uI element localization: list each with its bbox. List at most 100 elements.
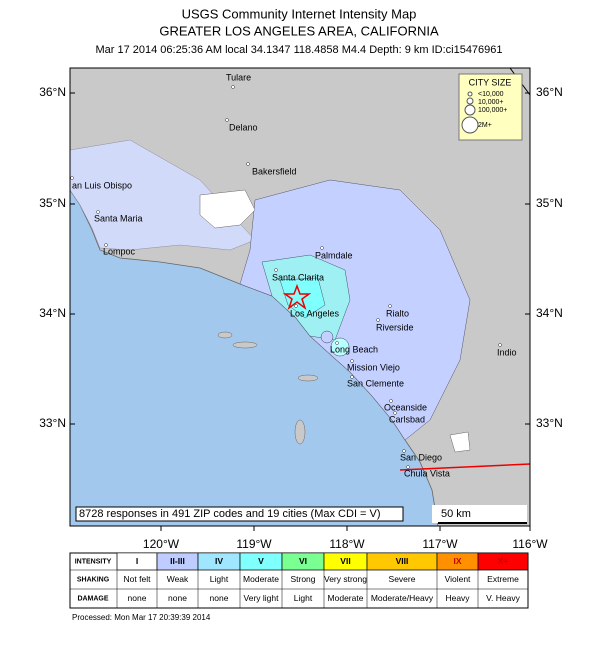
shaking-label: Not felt [124,574,152,584]
summary-box [75,506,404,522]
city-size-legend: CITY SIZE <10,000 10,000+ 100,000+ 2M+ [458,73,523,141]
lat-label: 36°N [536,85,563,99]
lon-label: 117°W [422,537,458,551]
graticule-labels: 36°N 36°N 35°N 35°N 34°N 34°N 33°N 33°N 120°W 119… [39,85,563,551]
map-frame [69,67,531,527]
city-dot [498,343,502,347]
lat-label: 33°N [536,416,563,430]
epicenter [282,283,312,311]
lat-label: 34°N [39,306,66,320]
shaking-label: Light [210,574,229,584]
city-label: Palmdale [315,250,353,260]
city-label: Delano [229,122,258,132]
city-label: Bakersfield [252,166,297,176]
scale-box [432,505,527,523]
city-label: Chula Vista [404,468,450,478]
row-header: INTENSITY [75,558,112,565]
city-label: Santa Maria [94,213,143,223]
damage-label: none [128,593,147,603]
no-data-area [199,189,256,229]
lat-label: 35°N [536,196,563,210]
row-header: DAMAGE [77,595,108,602]
legend-item: 100,000+ [478,107,507,114]
city-dot [388,304,392,308]
city-label: Mission Viejo [347,362,400,372]
city-dot [274,268,278,272]
city-label: Los Angeles [290,308,340,318]
city-dot [393,411,397,415]
damage-label: none [210,593,229,603]
island [217,331,233,339]
intensity-label: VII [340,556,350,566]
city-dot [96,210,100,214]
city-dot [402,449,406,453]
reported-area [239,179,471,441]
city-dot [376,318,380,322]
shaking-label: Extreme [487,574,519,584]
city-dot [231,85,235,89]
shaking-label: Very strong [324,574,367,584]
city-circle [320,330,334,344]
city-label: Santa Clarita [272,272,324,282]
city-dot [104,243,108,247]
island [232,341,258,349]
legend-item: 10,000+ [478,99,504,106]
shaking-label: Severe [389,574,416,584]
legend-item: 2M+ [478,122,492,129]
event-info: Mar 17 2014 06:25:36 AM local 34.1347 11… [95,44,502,56]
damage-label: Very light [244,593,280,603]
intensity-label: X+ [498,556,509,566]
city-dot [320,246,324,250]
city-label: Oceanside [384,402,427,412]
damage-label: Moderate/Heavy [371,593,434,603]
lon-label: 116°W [512,537,548,551]
intensity-label: I [136,556,138,566]
damage-label: Heavy [445,593,470,603]
row-header: SHAKING [77,576,110,583]
city-label: Indio [497,347,517,357]
city-label: Riverside [376,322,414,332]
intensity-label: II-III [170,556,185,566]
city-dot [406,465,410,469]
damage-label: Light [294,593,313,603]
damage-label: V. Heavy [486,593,520,603]
intensity-label: V [258,556,264,566]
summary: 8728 responses in 491 ZIP codes and 19 c… [79,508,381,520]
city-label: an Luis Obispo [72,180,132,190]
city-label: Carlsbad [389,414,425,424]
legend-symbol [464,104,476,116]
city-label: Rialto [386,308,409,318]
lon-label: 119°W [236,537,272,551]
island [297,374,319,382]
map-title: USGS Community Internet Intensity Map [182,6,417,21]
shaking-label: Violent [445,574,471,584]
city-dot [389,399,393,403]
city-dot [350,375,354,379]
city-label: Long Beach [330,344,378,354]
damage-label: Moderate [328,593,364,603]
map-region: GREATER LOS ANGELES AREA, CALIFORNIA [159,23,439,38]
lat-label: 33°N [39,416,66,430]
city-label: San Clemente [347,378,404,388]
intensity-label: VIII [396,556,409,566]
lon-label: 120°W [143,537,180,551]
city-dot [335,341,339,345]
scale-label: 50 km [441,508,471,520]
island [294,419,306,445]
legend-symbol [466,97,474,105]
shaking-label: Weak [167,574,189,584]
damage-label: none [168,593,187,603]
city-label: San Diego [400,452,442,462]
legend-item: <10,000 [478,91,504,98]
city-dot [294,304,298,308]
lon-label: 118°W [329,537,365,551]
processed-time: Processed: Mon Mar 17 20:39:39 2014 [72,613,211,622]
legend-title: CITY SIZE [469,77,512,87]
map: Tulare Delano Bakersfield an Luis Obispo San… [70,68,530,526]
city-dot [350,359,354,363]
cities: Tulare Delano Bakersfield an Luis Obispo San… [70,72,517,478]
intensity-label: VI [299,556,307,566]
lat-label: 36°N [39,85,66,99]
intensity-label: IV [215,556,223,566]
